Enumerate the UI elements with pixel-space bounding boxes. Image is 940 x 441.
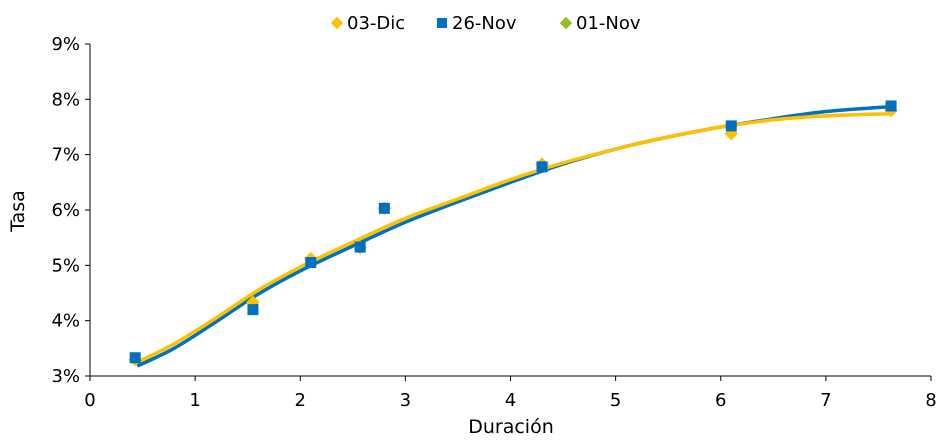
- y-tick-label: 6%: [51, 200, 80, 221]
- legend-label: 01-Nov: [576, 13, 641, 34]
- legend-marker-01-nov: [559, 16, 573, 30]
- legend-label: 26-Nov: [452, 13, 517, 34]
- x-tick-label: 4: [505, 390, 516, 411]
- data-point-26-nov: [247, 304, 259, 316]
- series-curves: [136, 104, 892, 368]
- axes: 0 1 2 3 4 5 6 7 8 3% 4% 5% 6% 7% 8% 9%: [51, 34, 936, 411]
- x-tick-label: 3: [400, 390, 411, 411]
- y-tick-label: 4%: [51, 311, 80, 332]
- y-tick-label: 5%: [51, 255, 80, 276]
- legend-marker-03-dic: [330, 16, 344, 30]
- x-axis-title: Duración: [468, 416, 554, 438]
- x-tick-label: 6: [715, 390, 726, 411]
- y-tick-label: 3%: [51, 366, 80, 387]
- x-tick-label: 1: [189, 390, 200, 411]
- x-tick-label: 2: [295, 390, 306, 411]
- data-point-26-nov: [129, 352, 141, 364]
- series-curve-03-dic: [136, 111, 892, 364]
- series-curve-26-nov: [136, 104, 892, 368]
- y-tick-label: 8%: [51, 89, 80, 110]
- y-axis-title-group: Tasa: [7, 190, 29, 233]
- legend-marker-26-nov: [437, 18, 447, 28]
- y-tick-label: 9%: [51, 34, 80, 55]
- x-tick-label: 0: [84, 390, 95, 411]
- data-point-26-nov: [354, 241, 366, 253]
- legend: 03-Dic 26-Nov 01-Nov: [330, 13, 641, 34]
- legend-label: 03-Dic: [347, 13, 405, 34]
- data-point-26-nov: [378, 202, 390, 214]
- data-point-26-nov: [536, 161, 548, 173]
- series-markers: [128, 100, 898, 367]
- x-tick-label: 8: [925, 390, 936, 411]
- x-tick-label: 5: [610, 390, 621, 411]
- y-axis-title: Tasa: [7, 190, 29, 233]
- data-point-26-nov: [885, 100, 897, 112]
- x-tick-label: 7: [820, 390, 831, 411]
- y-tick-label: 7%: [51, 145, 80, 166]
- data-point-26-nov: [305, 257, 317, 269]
- data-point-26-nov: [725, 120, 737, 132]
